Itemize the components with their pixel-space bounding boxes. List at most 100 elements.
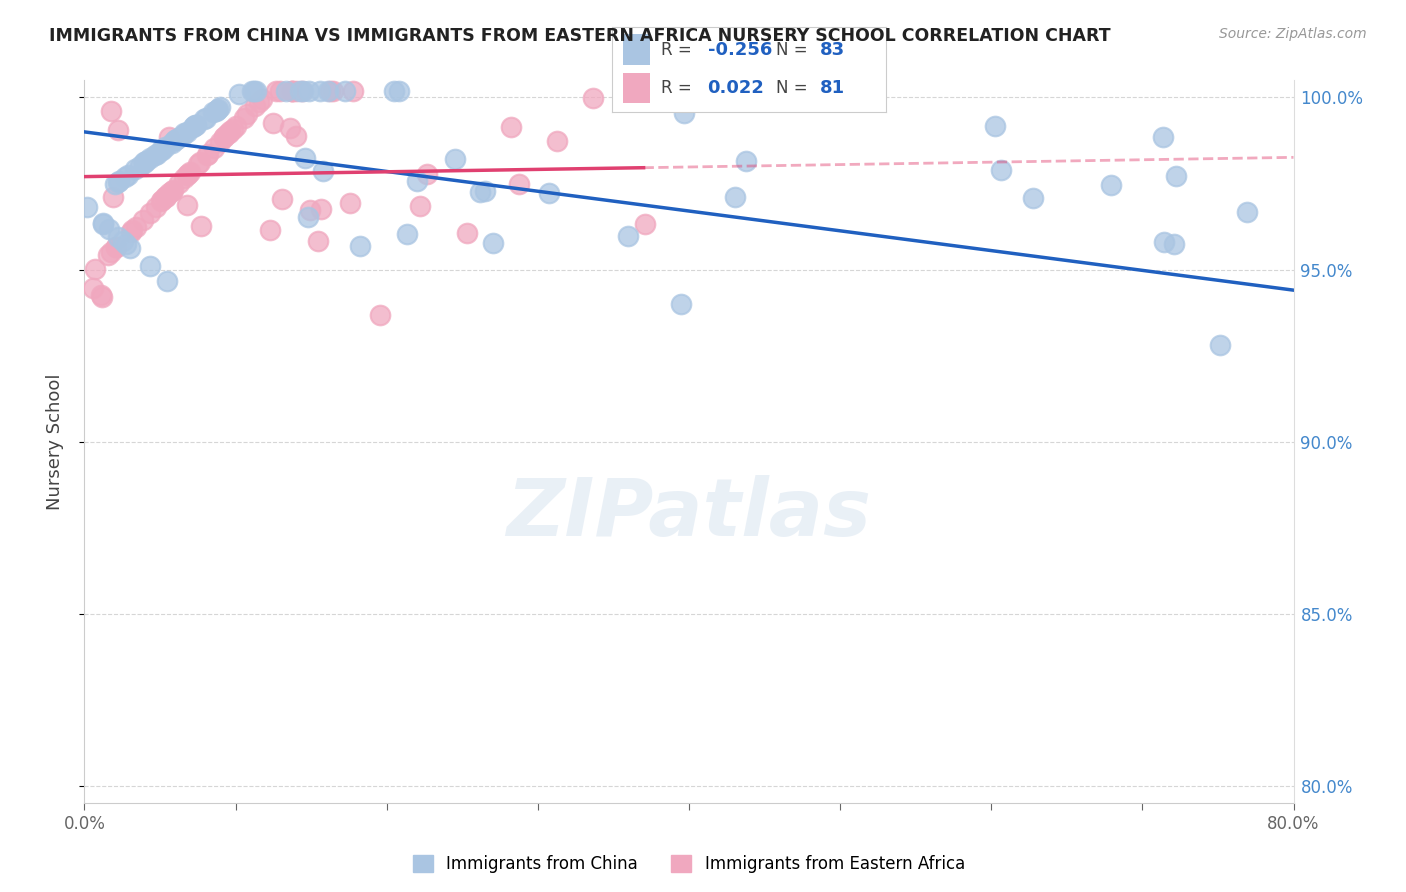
Point [165,133,187,147]
Point [183,120,205,134]
Point [187,157,209,171]
Point [284,84,307,98]
Point [444,152,467,166]
Point [470,185,492,199]
Point [157,186,180,201]
Point [617,229,640,244]
Point [232,111,254,125]
Point [107,123,129,137]
Point [76,200,98,214]
Legend: Immigrants from China, Immigrants from Eastern Africa: Immigrants from China, Immigrants from E… [405,847,973,881]
Point [93,217,115,231]
Point [132,212,155,227]
Y-axis label: Nursery School: Nursery School [45,373,63,510]
Point [537,186,560,201]
Point [984,119,1007,133]
Point [312,164,335,178]
Point [176,125,198,139]
Point [219,124,242,138]
Point [269,84,291,98]
Point [118,241,141,255]
Point [153,140,176,154]
Point [236,107,259,121]
Point [135,154,157,169]
Point [1152,130,1174,145]
Point [342,84,364,98]
Point [990,162,1012,177]
Point [209,100,232,114]
Point [205,103,228,117]
Point [297,211,319,225]
Point [104,177,127,191]
Point [384,84,406,98]
Point [209,135,232,149]
Point [160,184,183,198]
Point [630,84,652,98]
Point [83,261,105,276]
Point [179,165,201,179]
Point [82,280,104,294]
Point [155,189,177,203]
Point [225,119,247,133]
Point [214,130,236,145]
Text: 81: 81 [820,78,845,96]
Point [157,130,180,145]
Point [673,105,696,120]
Text: R =: R = [661,41,697,59]
Point [259,223,281,237]
Point [240,84,263,98]
Point [1163,237,1185,252]
Point [204,103,226,118]
Point [193,112,215,126]
Point [322,84,344,98]
Point [1164,169,1187,183]
Point [128,159,150,173]
Point [245,84,267,98]
Text: IMMIGRANTS FROM CHINA VS IMMIGRANTS FROM EASTERN AFRICA NURSERY SCHOOL CORRELATI: IMMIGRANTS FROM CHINA VS IMMIGRANTS FROM… [49,27,1111,45]
Point [274,84,297,98]
Point [298,203,321,218]
Point [114,169,136,184]
Point [409,199,432,213]
Point [139,151,162,165]
Bar [623,35,650,65]
Point [100,245,122,260]
Point [91,217,114,231]
Point [262,115,284,129]
Text: 0.022: 0.022 [707,78,765,96]
Point [155,274,177,288]
Point [481,235,503,250]
Point [181,120,204,134]
Text: 83: 83 [820,41,845,59]
Point [724,190,747,204]
Point [104,240,127,254]
Point [291,84,314,98]
Point [184,118,207,132]
Point [339,196,361,211]
Point [98,221,121,235]
Point [145,146,167,161]
Point [396,227,419,242]
Text: ZIPatlas: ZIPatlas [506,475,872,553]
Point [217,128,239,142]
Text: -0.256: -0.256 [707,41,772,59]
Point [499,120,522,134]
Point [150,143,173,157]
Point [247,95,270,109]
Point [153,190,176,204]
Point [307,234,329,248]
Point [91,290,114,304]
Point [634,217,657,231]
Point [245,99,267,113]
Point [150,194,173,208]
Point [124,161,146,176]
Point [735,154,758,169]
Point [264,84,287,98]
Point [281,84,304,98]
Point [184,118,207,132]
Point [202,105,225,120]
Point [121,223,143,237]
Point [1153,235,1175,249]
Point [197,146,219,161]
Point [125,219,148,234]
